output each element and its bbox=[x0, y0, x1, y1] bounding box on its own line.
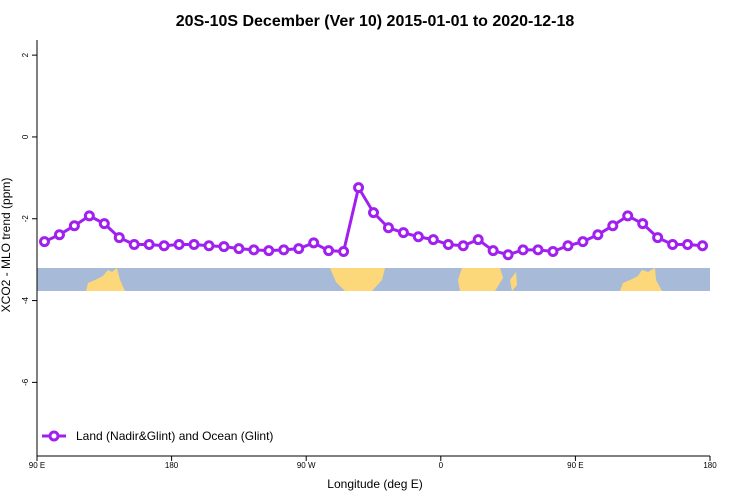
y-tick-label: -4 bbox=[21, 296, 30, 304]
y-tick-label: 0 bbox=[21, 134, 30, 139]
data-point bbox=[188, 239, 200, 251]
land-ocean-strip bbox=[37, 268, 710, 291]
x-tick-label: 0 bbox=[439, 461, 444, 470]
data-point bbox=[128, 239, 140, 251]
x-tick-label: 180 bbox=[165, 461, 179, 470]
data-point bbox=[233, 243, 245, 255]
data-point bbox=[397, 227, 409, 239]
data-point bbox=[98, 218, 110, 230]
data-point bbox=[353, 182, 365, 194]
data-point bbox=[263, 245, 275, 257]
land-shape bbox=[510, 272, 517, 291]
chart-title: 20S-10S December (Ver 10) 2015-01-01 to … bbox=[176, 13, 575, 30]
y-axis-label: XCO2 - MLO trend (ppm) bbox=[0, 178, 13, 313]
data-point bbox=[173, 239, 185, 251]
data-point bbox=[457, 240, 469, 252]
data-point bbox=[682, 239, 694, 251]
data-point bbox=[592, 229, 604, 241]
data-point bbox=[368, 207, 379, 219]
data-point bbox=[278, 244, 290, 256]
data-point bbox=[472, 234, 484, 246]
y-tick-label: 2 bbox=[21, 52, 30, 57]
legend: Land (Nadir&Glint) and Ocean (Glint) bbox=[42, 429, 273, 443]
data-point bbox=[53, 229, 65, 241]
data-point bbox=[442, 239, 454, 251]
data-point bbox=[637, 218, 649, 230]
data-point bbox=[38, 236, 50, 248]
data-point bbox=[323, 245, 335, 257]
data-point bbox=[68, 220, 80, 232]
data-point bbox=[517, 244, 529, 256]
data-point bbox=[382, 222, 394, 234]
x-tick-label: 90 W bbox=[297, 461, 316, 470]
data-point bbox=[502, 249, 514, 261]
data-point bbox=[487, 245, 499, 257]
series-line bbox=[43, 183, 703, 257]
x-tick-label: 90 E bbox=[567, 461, 583, 470]
data-point bbox=[427, 234, 439, 246]
data-point bbox=[562, 240, 574, 252]
data-point bbox=[607, 220, 619, 232]
data-point bbox=[113, 232, 125, 244]
data-point bbox=[203, 240, 215, 252]
y-tick-label: -6 bbox=[21, 378, 30, 386]
land-shape bbox=[620, 268, 662, 291]
y-tick-label: -2 bbox=[21, 215, 30, 223]
x-tick-label: 90 E bbox=[29, 461, 45, 470]
data-point bbox=[293, 243, 305, 255]
data-point bbox=[338, 245, 350, 257]
legend-marker bbox=[48, 430, 60, 442]
data-point bbox=[143, 239, 155, 251]
data-point bbox=[622, 210, 634, 222]
data-point bbox=[218, 241, 230, 253]
data-point bbox=[308, 237, 320, 249]
land-shape bbox=[458, 268, 503, 291]
data-point bbox=[412, 231, 424, 243]
x-tick-label: 180 bbox=[703, 461, 717, 470]
data-point bbox=[652, 232, 664, 244]
data-point bbox=[248, 244, 260, 256]
data-point bbox=[697, 240, 709, 252]
land-shape bbox=[330, 268, 385, 291]
data-point bbox=[547, 245, 559, 257]
data-point bbox=[577, 236, 589, 248]
legend-label: Land (Nadir&Glint) and Ocean (Glint) bbox=[76, 429, 273, 443]
data-point bbox=[158, 240, 170, 252]
data-point bbox=[83, 210, 95, 222]
land-shape bbox=[86, 268, 125, 291]
x-axis-label: Longitude (deg E) bbox=[327, 477, 422, 491]
data-point bbox=[667, 239, 679, 251]
data-point bbox=[532, 244, 544, 256]
